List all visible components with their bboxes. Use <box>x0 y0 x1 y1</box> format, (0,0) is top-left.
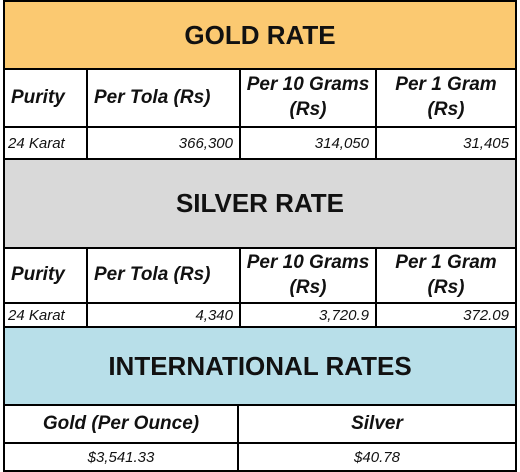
gold-purity-value: 24 Karat <box>5 128 88 158</box>
gold-rate-banner: GOLD RATE <box>3 0 517 68</box>
gold-header-row: Purity Per Tola (Rs) Per 10 Grams (Rs) P… <box>3 68 517 126</box>
silver-header-per-tola: Per Tola (Rs) <box>88 249 241 302</box>
silver-rate-banner: SILVER RATE <box>3 158 517 247</box>
gold-header-per-1-gram: Per 1 Gram (Rs) <box>395 74 497 120</box>
silver-per-tola-value: 4,340 <box>88 304 241 326</box>
international-header-gold: Gold (Per Ounce) <box>5 406 239 442</box>
international-header-row: Gold (Per Ounce) Silver <box>3 404 517 442</box>
international-header-silver: Silver <box>351 413 403 434</box>
silver-data-row: 24 Karat 4,340 3,720.9 372.09 <box>3 302 517 326</box>
international-rates-title: INTERNATIONAL RATES <box>108 350 412 381</box>
international-gold-value: $3,541.33 <box>5 444 239 470</box>
silver-header-row: Purity Per Tola (Rs) Per 10 Grams (Rs) P… <box>3 247 517 302</box>
gold-per-1-gram-value: 31,405 <box>463 134 509 152</box>
gold-header-per-tola: Per Tola (Rs) <box>88 70 241 126</box>
silver-purity-value: 24 Karat <box>5 304 88 326</box>
gold-data-row: 24 Karat 366,300 314,050 31,405 <box>3 126 517 158</box>
international-rates-banner: INTERNATIONAL RATES <box>3 326 517 404</box>
silver-header-per-1-gram: Per 1 Gram (Rs) <box>395 251 497 298</box>
international-silver-value: $40.78 <box>354 448 400 466</box>
gold-per-tola-value: 366,300 <box>88 128 241 158</box>
gold-per-10-grams-value: 314,050 <box>241 128 377 158</box>
gold-header-purity: Purity <box>5 70 88 126</box>
silver-rate-title: SILVER RATE <box>175 188 345 218</box>
international-data-row: $3,541.33 $40.78 <box>3 442 517 472</box>
silver-header-per-10-grams: Per 10 Grams (Rs) <box>241 249 377 302</box>
gold-rate-title: GOLD RATE <box>184 19 336 50</box>
silver-per-10-grams-value: 3,720.9 <box>241 304 377 326</box>
silver-per-1-gram-value: 372.09 <box>463 306 509 324</box>
silver-header-purity: Purity <box>5 249 88 302</box>
gold-header-per-10-grams: Per 10 Grams (Rs) <box>241 70 377 126</box>
